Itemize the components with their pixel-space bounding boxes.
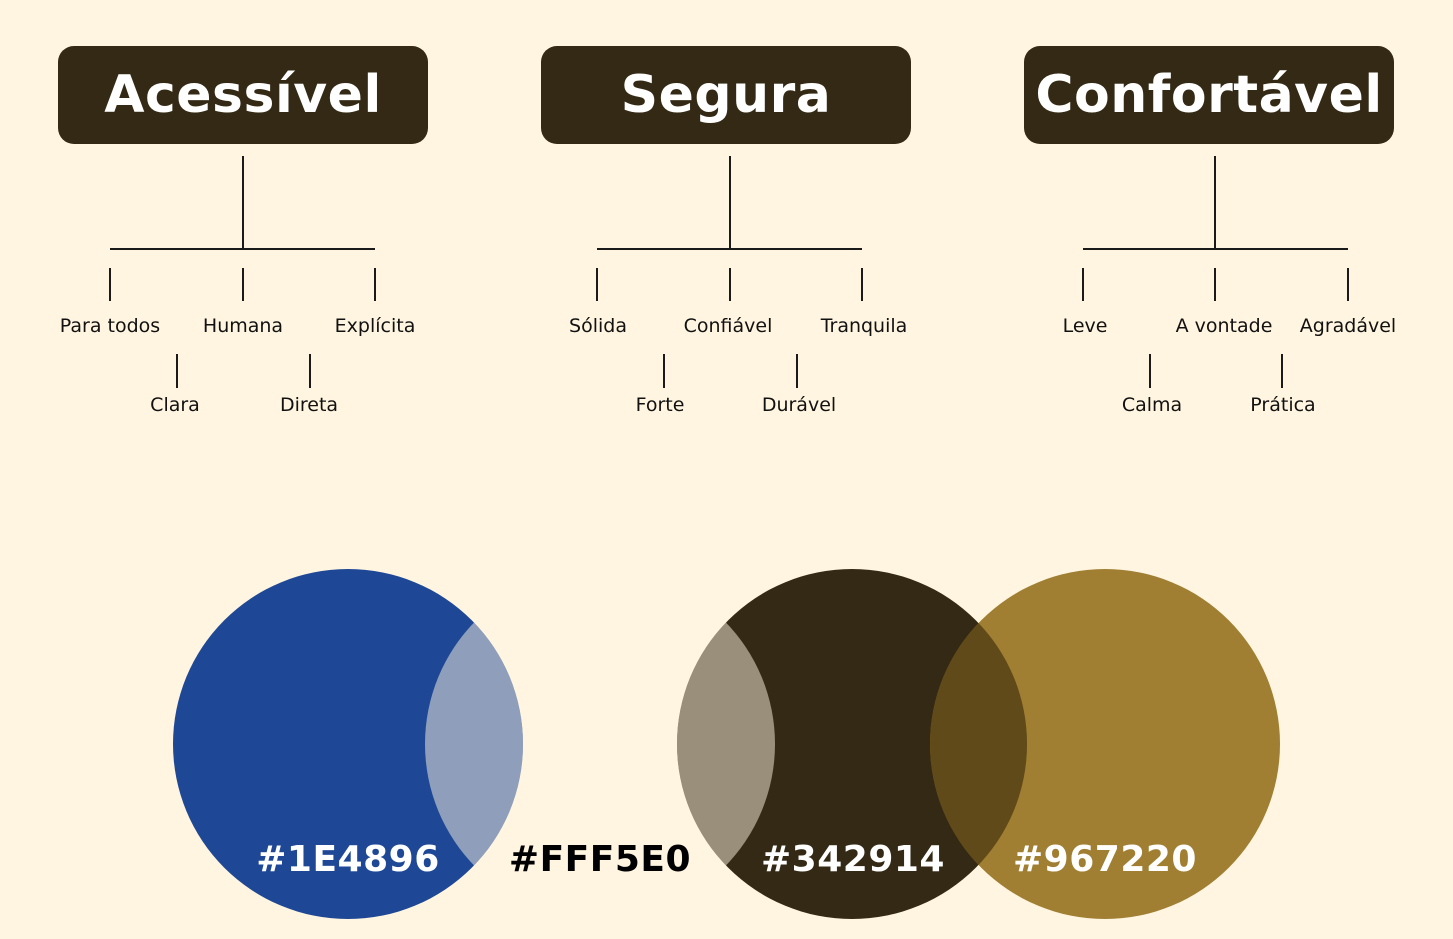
word-direta: Direta <box>279 394 339 416</box>
word-humana: Humana <box>202 315 284 337</box>
word-tranquila: Tranquila <box>820 315 908 337</box>
word-explicita: Explícita <box>334 315 416 337</box>
hex-label-gold: #967220 <box>1013 839 1197 880</box>
title-segura: Segura <box>620 65 832 125</box>
word-agradavel: Agradável <box>1299 315 1397 337</box>
swatch-dark-circle <box>677 569 1027 919</box>
swatch-blue-circle <box>173 569 523 919</box>
hex-label-cream: #FFF5E0 <box>508 839 692 880</box>
title-box-confortavel: Confortável <box>1024 46 1394 144</box>
word-leve: Leve <box>1062 315 1108 337</box>
title-confortavel: Confortável <box>1035 65 1383 125</box>
hex-label-blue: #1E4896 <box>256 839 440 880</box>
word-confiavel: Confiável <box>683 315 773 337</box>
word-para-todos: Para todos <box>59 315 161 337</box>
word-a-vontade: A vontade <box>1175 315 1273 337</box>
swatch-gold-circle <box>930 569 1280 919</box>
word-clara: Clara <box>150 394 200 416</box>
word-pratica: Prática <box>1250 394 1316 416</box>
title-box-acessivel: Acessível <box>58 46 428 144</box>
hex-label-dark: #342914 <box>761 839 945 880</box>
title-box-segura: Segura <box>541 46 911 144</box>
word-forte: Forte <box>635 394 685 416</box>
title-acessivel: Acessível <box>104 65 382 125</box>
word-calma: Calma <box>1121 394 1183 416</box>
word-solida: Sólida <box>569 315 627 337</box>
word-duravel: Durável <box>761 394 837 416</box>
